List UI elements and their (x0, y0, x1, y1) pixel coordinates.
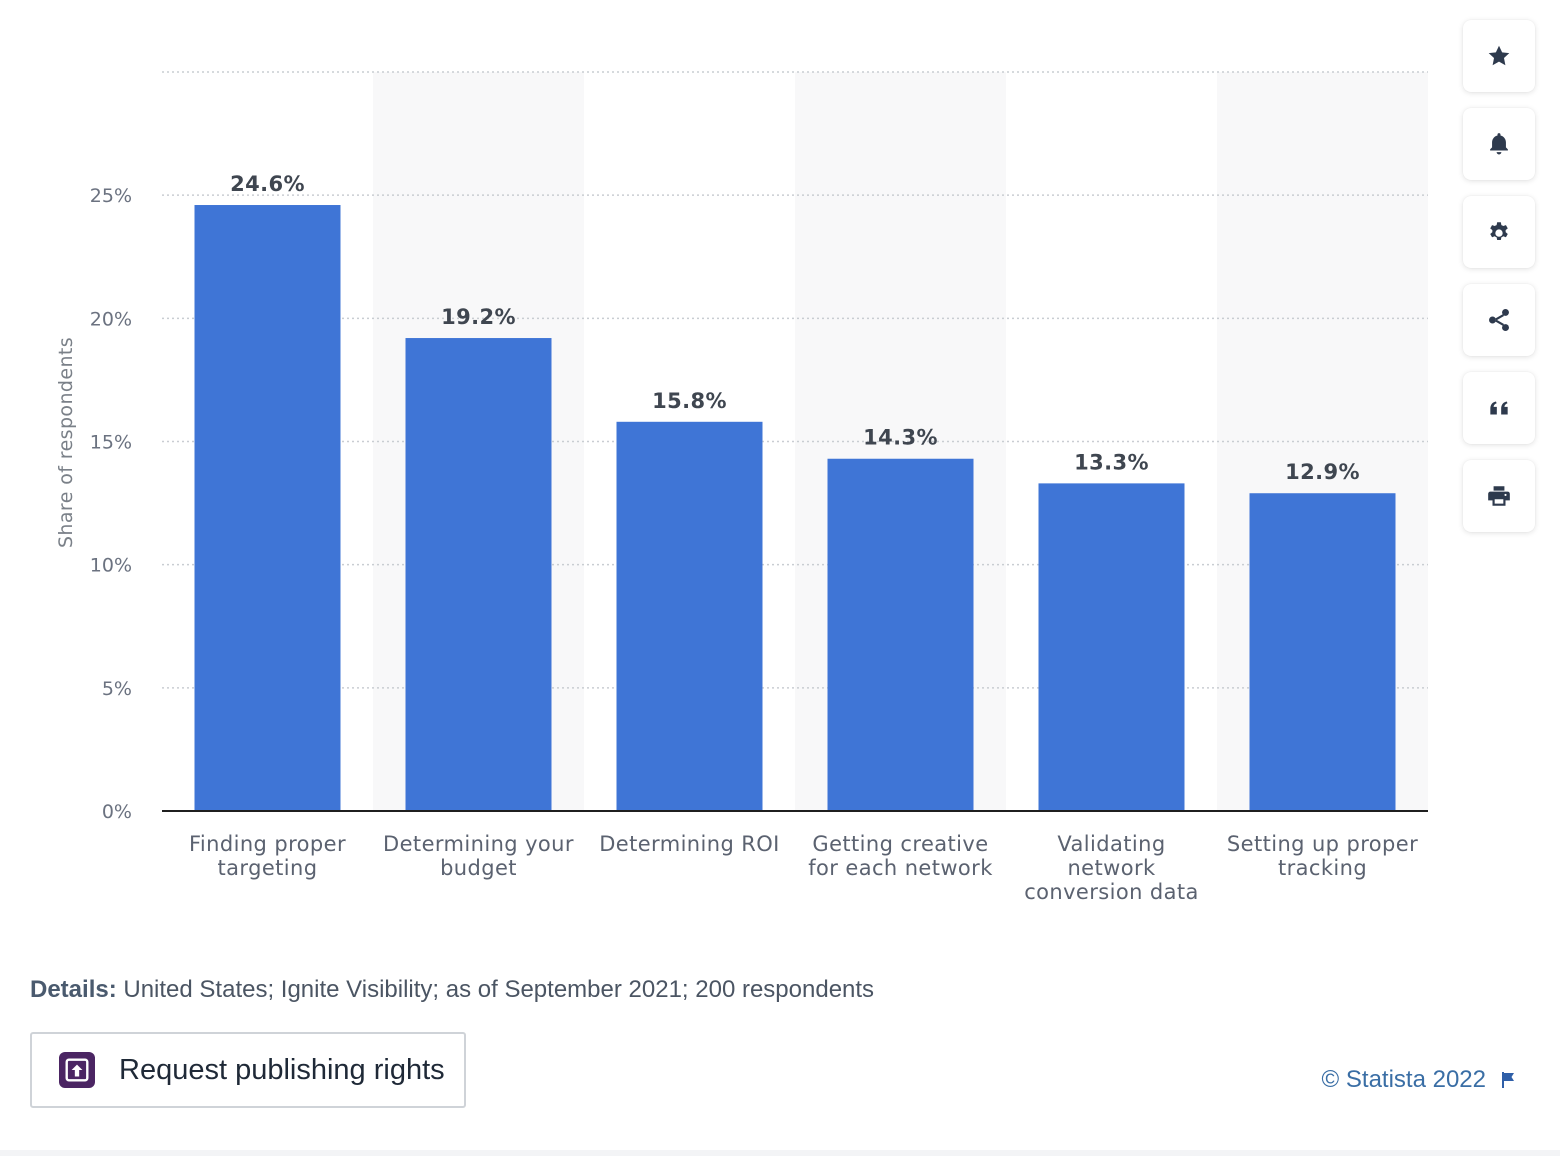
bottom-divider (0, 1150, 1560, 1156)
x-category-label-line: for each network (808, 856, 993, 880)
bar (616, 421, 763, 811)
chart-toolbar (1463, 20, 1535, 548)
details-label: Details: (30, 976, 117, 1003)
data-label: 19.2% (441, 305, 516, 329)
x-category-label-line: Determining your (383, 832, 574, 856)
x-category-label-line: network (1067, 856, 1156, 880)
data-label: 12.9% (1285, 460, 1360, 484)
printer-icon (1488, 486, 1510, 506)
x-category-label-line: targeting (218, 856, 318, 880)
details-text: Details: United States; Ignite Visibilit… (30, 976, 874, 1004)
bar (1249, 493, 1396, 811)
details-value: United States; Ignite Visibility; as of … (116, 976, 875, 1003)
y-tick-label: 10% (90, 555, 132, 577)
x-category-label-line: Determining ROI (599, 832, 780, 856)
y-tick-label: 5% (102, 678, 132, 700)
x-category-label: Getting creative for each network (808, 832, 993, 880)
share-button[interactable] (1463, 284, 1535, 356)
data-label: 14.3% (863, 426, 938, 450)
settings-button[interactable] (1463, 196, 1535, 268)
x-category-label-line: Setting up proper (1227, 832, 1418, 856)
y-tick-label: 20% (90, 308, 132, 330)
request-publishing-rights-button[interactable]: Request publishing rights (30, 1032, 466, 1108)
x-category-label: Finding proper targeting (189, 832, 346, 880)
favorite-button[interactable] (1463, 20, 1535, 92)
gear-icon (1490, 222, 1508, 241)
data-label: 24.6% (230, 172, 305, 196)
share-icon (1489, 308, 1509, 332)
x-category-label-line: Finding proper (189, 832, 346, 856)
y-tick-label: 15% (90, 432, 132, 454)
bar (405, 338, 552, 811)
x-category-label: Setting up proper tracking (1227, 832, 1418, 880)
star-icon (1488, 45, 1510, 66)
x-category-label-line: budget (440, 856, 517, 880)
publish-button-label: Request publishing rights (119, 1053, 445, 1086)
y-axis-label: Share of respondents (55, 337, 77, 548)
x-category-label-line: Getting creative (812, 832, 988, 856)
publishing-rights-icon (59, 1052, 95, 1088)
copyright-link[interactable]: © Statista 2022 (1322, 1066, 1516, 1094)
x-category-label: Determining ROI (599, 832, 780, 856)
bar-chart: 0% 5% 10% 15% 20% 25% Share of respondents 24.6… (55, 71, 1428, 904)
x-category-label-line: Validating (1057, 832, 1165, 856)
y-tick-label: 0% (102, 801, 132, 823)
x-category-label-line: tracking (1278, 856, 1367, 880)
notification-button[interactable] (1463, 108, 1535, 180)
bell-icon (1490, 133, 1508, 155)
data-label: 15.8% (652, 389, 727, 413)
data-label: 13.3% (1074, 450, 1149, 474)
flag-icon[interactable] (1500, 1071, 1516, 1089)
cite-button[interactable] (1463, 372, 1535, 444)
x-category-label: Validating network conversion data (1024, 832, 1199, 904)
copyright-text: © Statista 2022 (1321, 1066, 1486, 1093)
bar (827, 458, 974, 811)
bar (1038, 483, 1185, 811)
print-button[interactable] (1463, 460, 1535, 532)
quote-icon (1490, 401, 1508, 415)
y-tick-label: 25% (90, 185, 132, 207)
x-category-label-line: conversion data (1024, 880, 1199, 904)
x-category-label: Determining your budget (383, 832, 574, 880)
bar (194, 205, 341, 811)
